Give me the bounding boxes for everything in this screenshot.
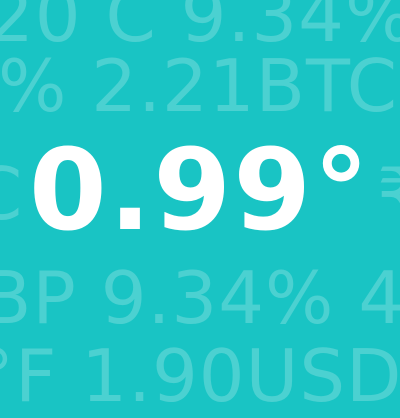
background-text-line-3-left: C bbox=[0, 158, 23, 230]
background-text-line-5: °F 1.90USD bbox=[0, 334, 400, 418]
background-text-line-1: 20 C 9.34% bbox=[0, 0, 400, 58]
main-value: 0.99° bbox=[28, 126, 372, 256]
background-text-line-2: % 2.21BTC bbox=[0, 44, 399, 128]
background-text-line-3-right: ₹ bbox=[377, 158, 400, 230]
background-text-line-4: BP 9.34% 4 bbox=[0, 256, 400, 340]
